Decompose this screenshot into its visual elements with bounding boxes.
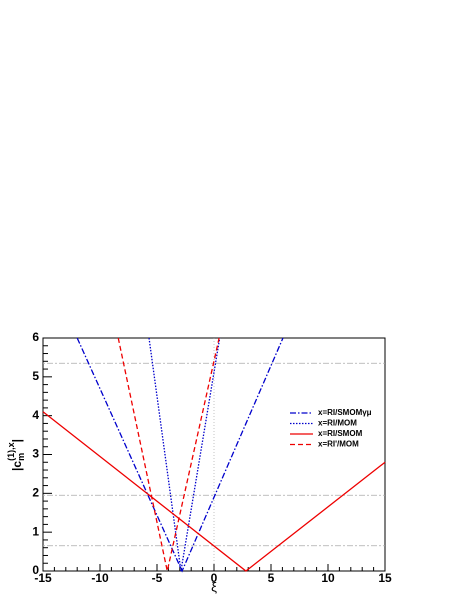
y-tick-label: 1 — [32, 524, 39, 538]
y-tick-label: 2 — [32, 486, 39, 500]
x-tick-label: 5 — [268, 571, 275, 585]
legend-label: x=RI/SMOMγμ — [318, 408, 372, 417]
x-tick-label: 0 — [211, 571, 218, 585]
y-label-end: | — [10, 439, 24, 442]
series-line — [42, 411, 386, 572]
y-tick-label: 0 — [32, 563, 39, 577]
x-axis-label: ξ — [211, 579, 217, 594]
legend-label: x=RI'/MOM — [318, 440, 359, 449]
y-tick-label: 6 — [32, 330, 39, 344]
y-tick-label: 3 — [32, 447, 39, 461]
legend-label: x=RI/MOM — [318, 419, 357, 428]
y-label-sup: (1),x — [6, 442, 16, 461]
legend-label: x=RI/SMOM — [318, 429, 363, 438]
y-axis-label-text: |cm(1),x| — [6, 439, 26, 471]
x-tick-label: 10 — [321, 571, 335, 585]
series-line — [148, 337, 221, 572]
series-line — [76, 337, 284, 573]
x-tick-label: -5 — [152, 571, 163, 585]
x-tick-label: 15 — [378, 571, 392, 585]
x-tick-label: -10 — [91, 571, 109, 585]
y-tick-label: 4 — [32, 408, 39, 422]
y-tick-label: 5 — [32, 369, 39, 383]
y-label-sub: m — [16, 453, 26, 461]
y-label-base: |c — [10, 461, 24, 471]
y-axis-label: |cm(1),x| — [6, 439, 26, 471]
x-tick-label: -15 — [34, 571, 52, 585]
series-line — [117, 337, 220, 572]
